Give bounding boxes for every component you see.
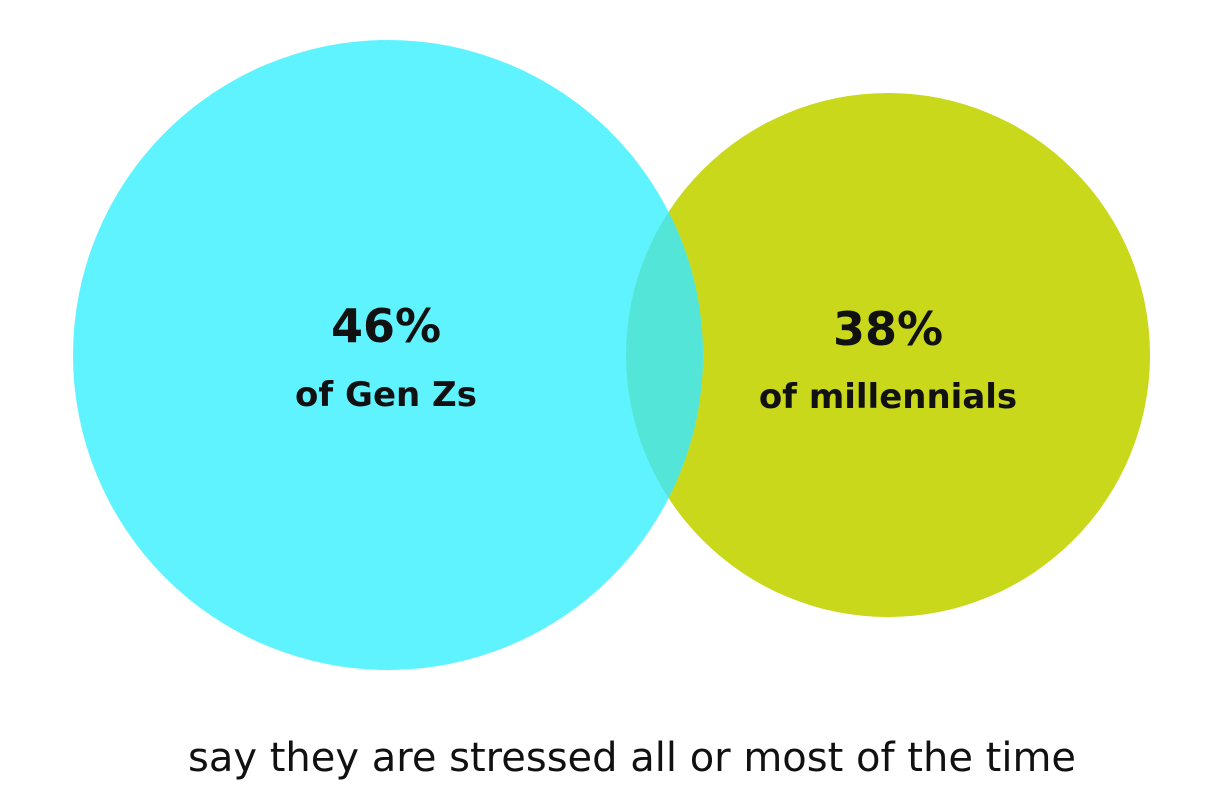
millennials-percent: 38% xyxy=(833,302,943,356)
gen-z-percent: 46% xyxy=(331,299,441,353)
caption: say they are stressed all or most of the… xyxy=(188,735,1076,781)
gen-z-circle xyxy=(73,40,703,670)
millennials-circle xyxy=(626,93,1150,617)
gen-z-label: of Gen Zs xyxy=(295,375,477,415)
millennials-label: of millennials xyxy=(759,377,1017,417)
